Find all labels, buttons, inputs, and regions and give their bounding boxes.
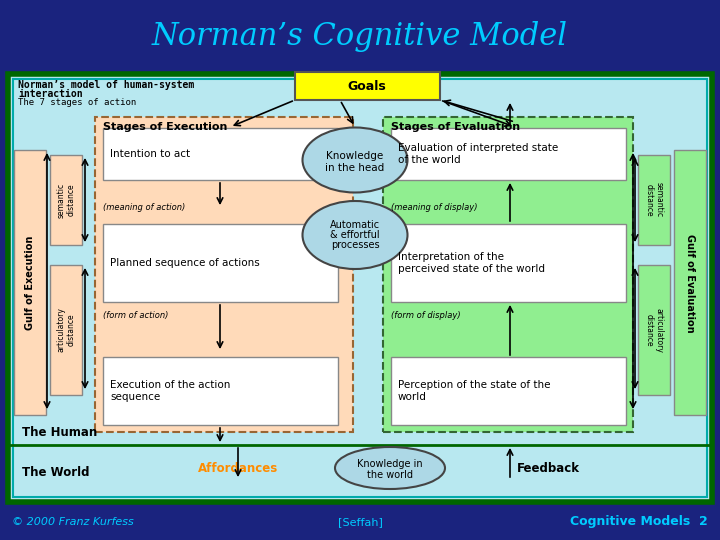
FancyBboxPatch shape <box>50 265 82 395</box>
Text: Automatic: Automatic <box>330 220 380 230</box>
Text: & effortful: & effortful <box>330 230 380 240</box>
FancyBboxPatch shape <box>638 155 670 245</box>
Text: Feedback: Feedback <box>516 462 580 475</box>
Text: articulatory
distance: articulatory distance <box>644 308 664 353</box>
Text: processes: processes <box>330 240 379 250</box>
Text: Goals: Goals <box>348 79 387 92</box>
FancyBboxPatch shape <box>103 357 338 425</box>
Ellipse shape <box>302 201 408 269</box>
FancyBboxPatch shape <box>95 117 353 432</box>
Text: Intention to act: Intention to act <box>110 149 190 159</box>
FancyBboxPatch shape <box>103 224 338 302</box>
Text: Execution of the action
sequence: Execution of the action sequence <box>110 380 230 402</box>
Text: The 7 stages of action: The 7 stages of action <box>18 98 136 107</box>
Text: Gulf of Evaluation: Gulf of Evaluation <box>685 234 695 332</box>
Text: The World: The World <box>22 467 89 480</box>
Text: articulatory
distance: articulatory distance <box>56 308 76 353</box>
Text: (form of display): (form of display) <box>391 311 461 320</box>
FancyBboxPatch shape <box>295 72 440 100</box>
Text: Planned sequence of actions: Planned sequence of actions <box>110 258 260 268</box>
Text: [Seffah]: [Seffah] <box>338 517 382 527</box>
FancyBboxPatch shape <box>391 224 626 302</box>
Text: in the head: in the head <box>325 163 384 173</box>
Text: Evaluation of interpreted state
of the world: Evaluation of interpreted state of the w… <box>398 143 558 165</box>
Text: semantic
distance: semantic distance <box>644 183 664 218</box>
FancyBboxPatch shape <box>391 128 626 180</box>
Text: interaction: interaction <box>18 89 83 99</box>
Text: Knowledge: Knowledge <box>326 151 384 161</box>
Text: Gulf of Execution: Gulf of Execution <box>25 236 35 330</box>
Text: Interpretation of the
perceived state of the world: Interpretation of the perceived state of… <box>398 252 545 274</box>
Text: Affordances: Affordances <box>198 462 278 475</box>
Text: the world: the world <box>367 470 413 480</box>
Text: Norman’s Cognitive Model: Norman’s Cognitive Model <box>152 21 568 51</box>
Text: (meaning of display): (meaning of display) <box>391 203 477 212</box>
FancyBboxPatch shape <box>391 357 626 425</box>
Text: Stages of Execution: Stages of Execution <box>103 122 228 132</box>
FancyBboxPatch shape <box>674 150 706 415</box>
Text: Stages of Evaluation: Stages of Evaluation <box>391 122 520 132</box>
Ellipse shape <box>302 127 408 192</box>
Text: Cognitive Models  2: Cognitive Models 2 <box>570 516 708 529</box>
Text: (meaning of action): (meaning of action) <box>103 203 185 212</box>
FancyBboxPatch shape <box>103 128 338 180</box>
Text: semantic
distance: semantic distance <box>56 183 76 218</box>
Text: Perception of the state of the
world: Perception of the state of the world <box>398 380 551 402</box>
Text: Norman’s model of human-system: Norman’s model of human-system <box>18 80 194 90</box>
Text: The Human: The Human <box>22 426 97 438</box>
FancyBboxPatch shape <box>383 117 633 432</box>
FancyBboxPatch shape <box>14 150 46 415</box>
FancyBboxPatch shape <box>638 265 670 395</box>
Text: (form of action): (form of action) <box>103 311 168 320</box>
FancyBboxPatch shape <box>8 74 712 502</box>
Ellipse shape <box>335 447 445 489</box>
FancyBboxPatch shape <box>50 155 82 245</box>
Text: © 2000 Franz Kurfess: © 2000 Franz Kurfess <box>12 517 134 527</box>
Text: Knowledge in: Knowledge in <box>357 459 423 469</box>
